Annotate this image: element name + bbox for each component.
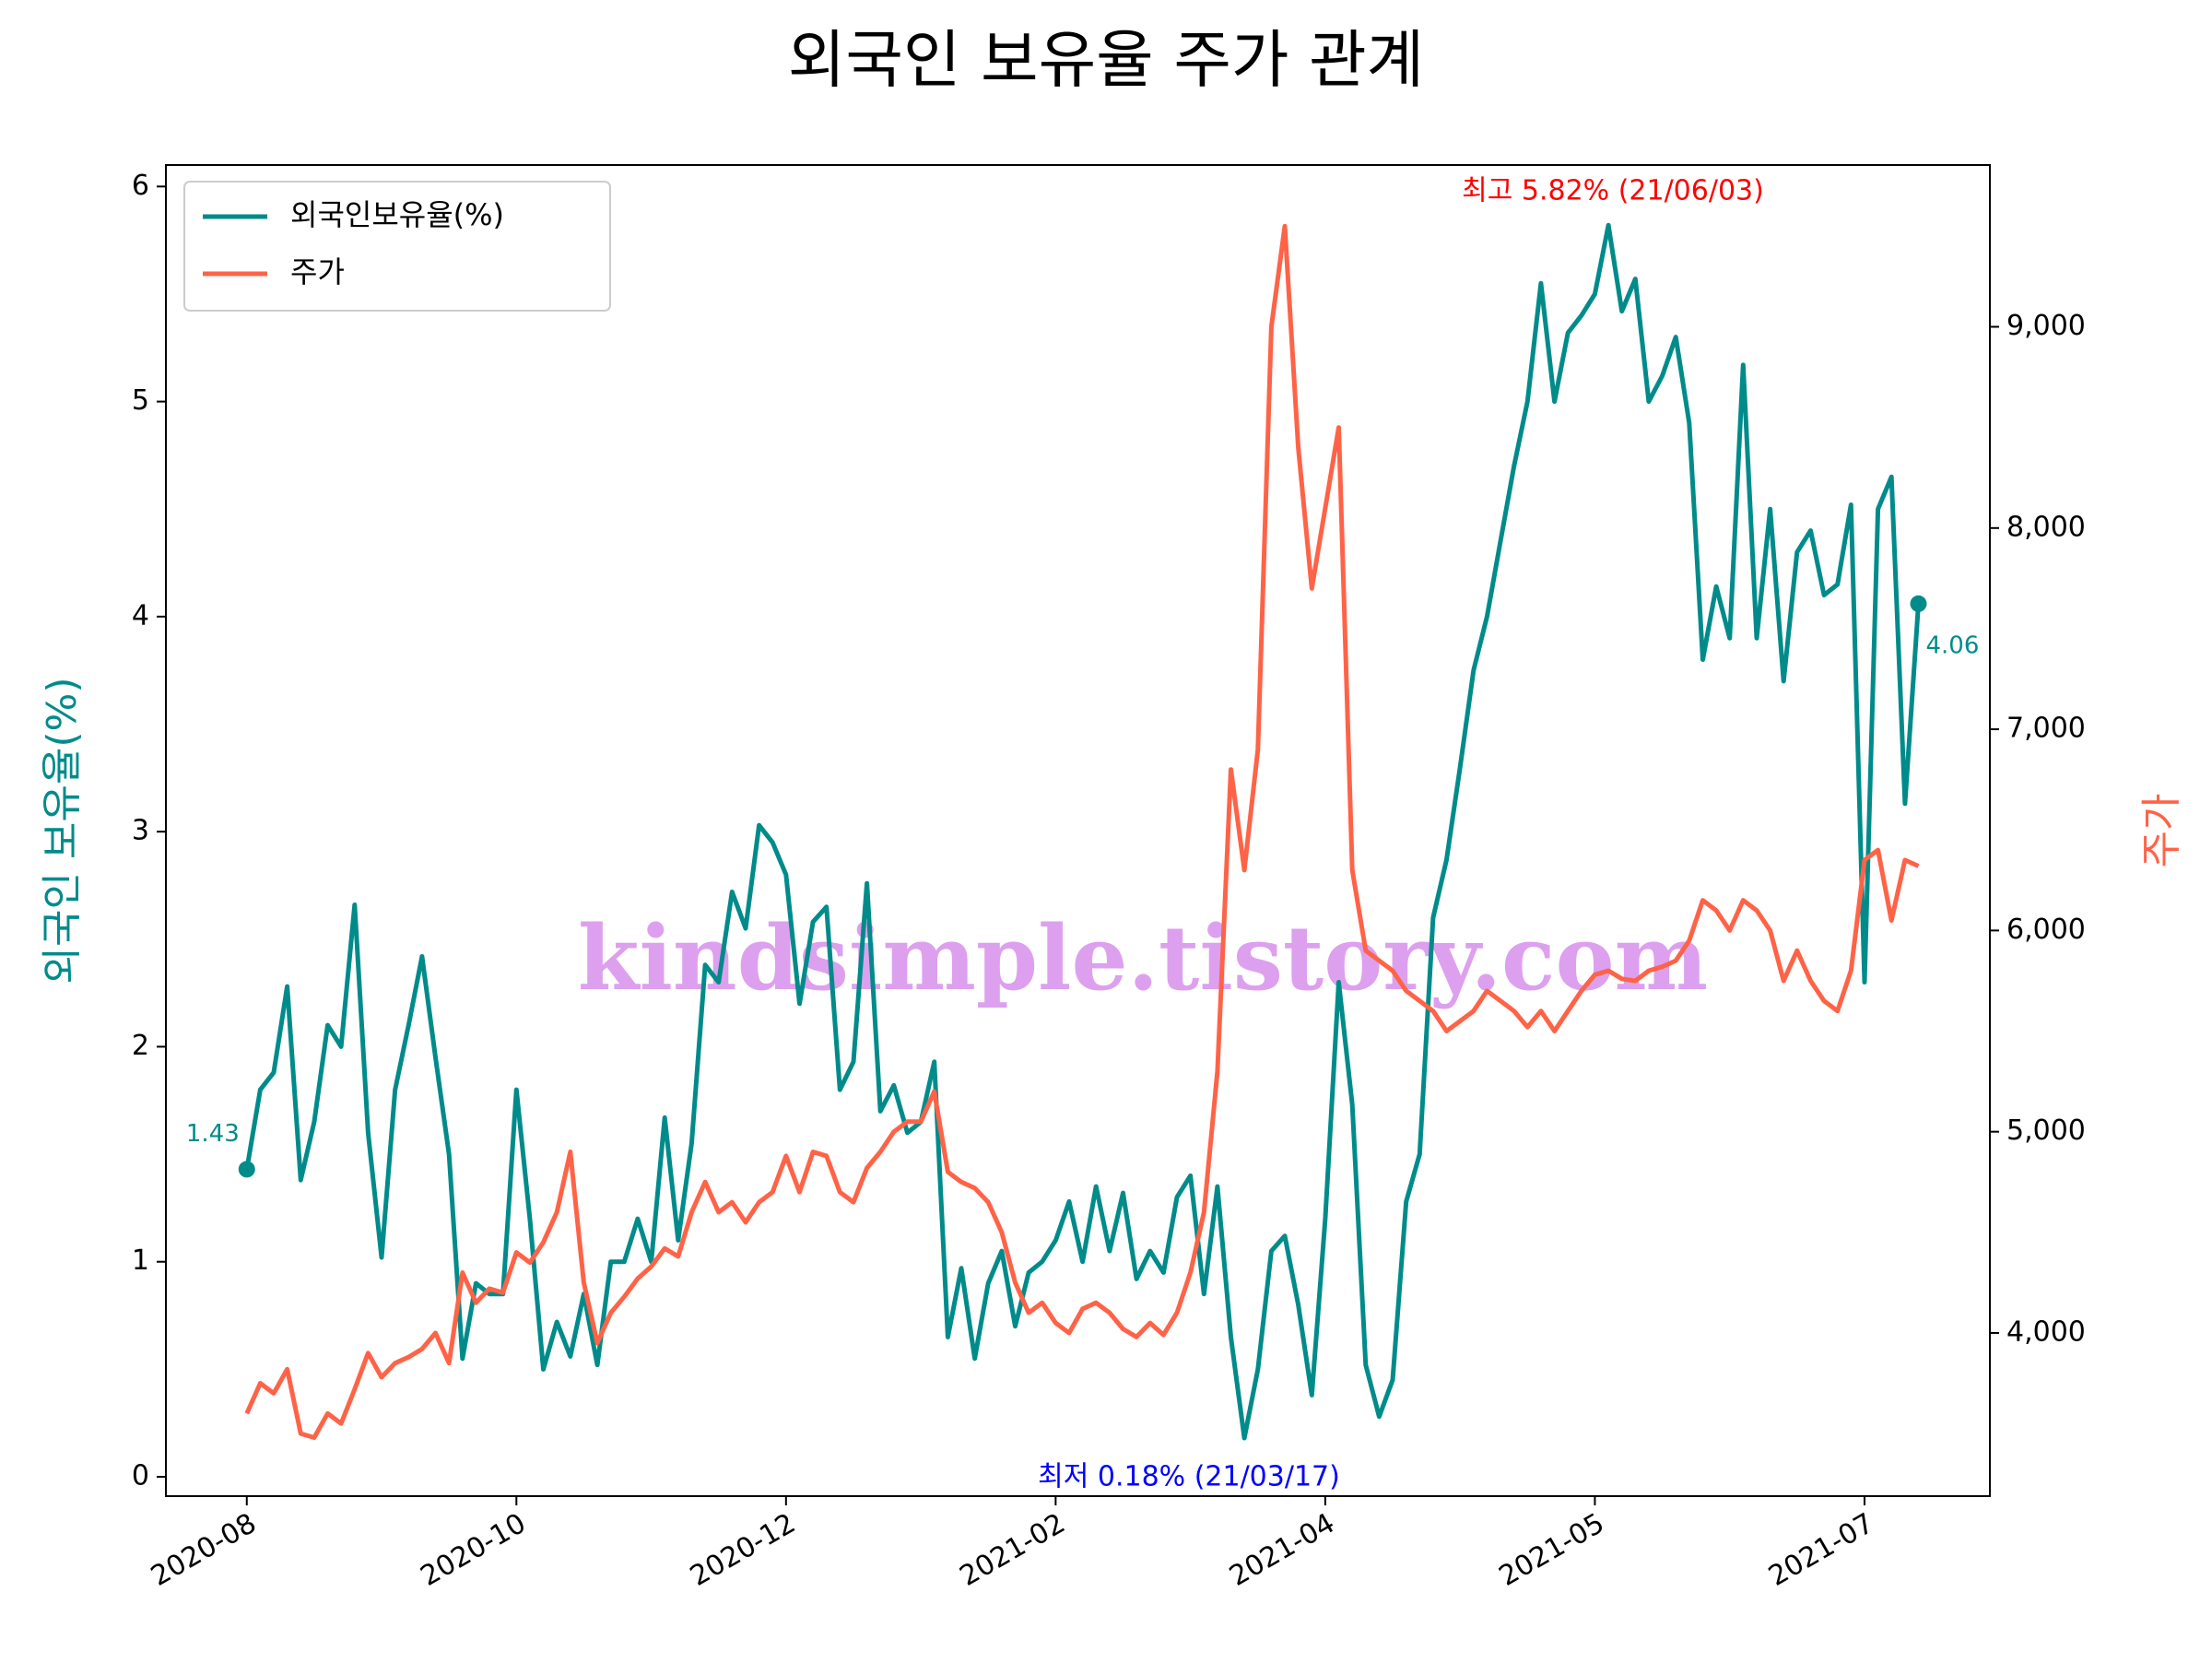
annotation: 최저 0.18% (21/03/17) — [1038, 1461, 1340, 1493]
x-tick-label: 2020-08 — [146, 1507, 262, 1593]
legend-label: 외국인보유율(%) — [290, 197, 504, 232]
watermark: kindsimple.tistory.com — [578, 906, 1708, 1010]
legend-label: 주가 — [290, 254, 345, 289]
annotation: 최고 5.82% (21/06/03) — [1462, 175, 1764, 207]
legend: 외국인보유율(%) 주가 — [183, 181, 611, 312]
end-marker — [1910, 595, 1927, 612]
legend-box — [183, 181, 611, 312]
data-label: 4.06 — [1925, 631, 1979, 659]
y2-tick-label: 9,000 — [2006, 310, 2086, 342]
series-line — [244, 222, 1921, 1441]
y2-tick-label: 7,000 — [2006, 713, 2086, 745]
x-tick-label: 2020-10 — [415, 1507, 531, 1593]
x-tick-label: 2021-02 — [955, 1507, 1071, 1593]
y2-tick-label: 5,000 — [2006, 1115, 2086, 1147]
data-label: 1.43 — [186, 1120, 240, 1148]
x-tick-label: 2021-04 — [1224, 1507, 1340, 1593]
y-tick-label: 5 — [132, 384, 149, 417]
plot-frame — [165, 164, 1991, 1497]
y-tick-label: 0 — [132, 1460, 149, 1492]
chart-title: 외국인 보유율 주가 관계 — [788, 25, 1424, 98]
y-axis-label: 외국인 보유율(%) — [39, 677, 86, 984]
end-marker — [238, 1161, 255, 1178]
y-tick-label: 3 — [132, 815, 149, 847]
y2-tick-label: 8,000 — [2006, 511, 2086, 543]
y-tick-label: 6 — [132, 170, 149, 202]
y2-tick-label: 4,000 — [2006, 1315, 2086, 1348]
y2-tick-label: 6,000 — [2006, 914, 2086, 946]
series-line — [244, 223, 1920, 1440]
y-tick-label: 1 — [132, 1244, 149, 1277]
x-tick-label: 2021-05 — [1494, 1507, 1610, 1593]
y-tick-label: 2 — [132, 1030, 149, 1062]
x-tick-label: 2021-07 — [1763, 1507, 1879, 1593]
y2-axis-label: 주가 — [2138, 794, 2185, 868]
x-tick-label: 2020-12 — [685, 1507, 801, 1593]
y-tick-label: 4 — [132, 599, 149, 631]
